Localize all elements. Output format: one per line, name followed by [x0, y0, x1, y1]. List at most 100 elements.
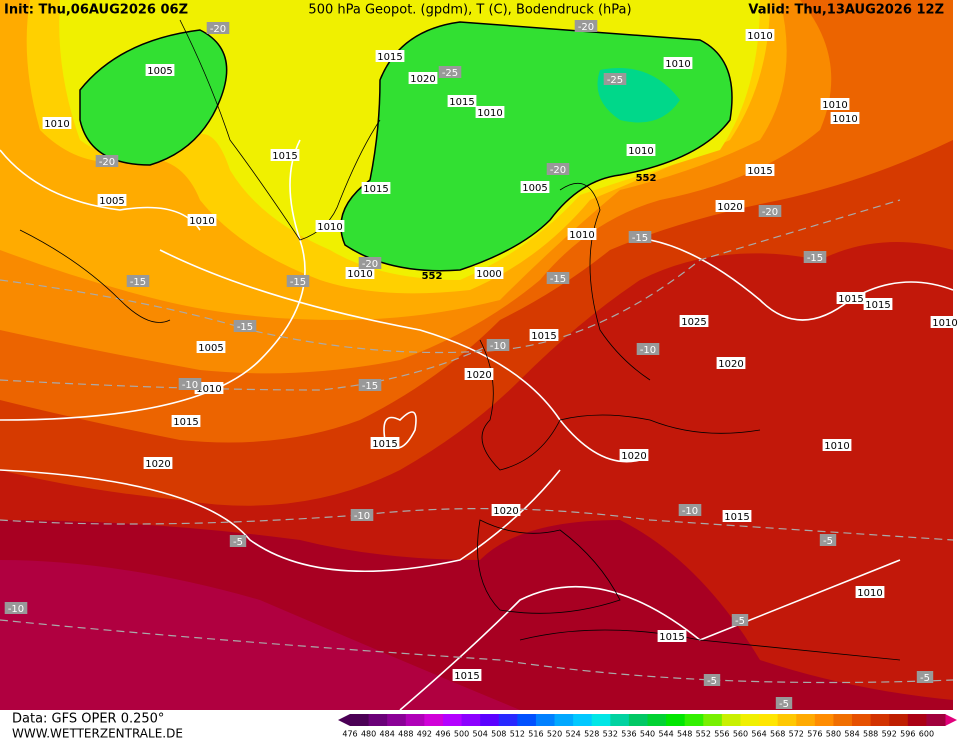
isobars	[0, 139, 954, 711]
temperature-label: -10	[354, 511, 370, 522]
pressure-label-bg	[830, 112, 860, 124]
temperature-label: -10	[640, 345, 656, 356]
pressure-label-bg	[567, 228, 597, 240]
temperature-label: -5	[233, 537, 243, 548]
pressure-label: 1015	[659, 632, 684, 643]
pressure-label-bg	[863, 298, 893, 310]
pressure-label: 1015	[724, 512, 749, 523]
temperature-label: -10	[682, 506, 698, 517]
temperature-label: -5	[823, 536, 833, 547]
pressure-label-bg	[520, 181, 550, 193]
temperature-label-bg	[95, 155, 119, 167]
colorbar-label: 596	[900, 730, 915, 739]
pressure-label: 1010	[822, 100, 847, 111]
pressure-label-bg	[196, 341, 226, 353]
pressure-label: 1020	[621, 451, 646, 462]
pressure-label-bg	[143, 457, 173, 469]
pressure-label-bg	[171, 415, 201, 427]
pressure-label: 1010	[832, 114, 857, 125]
colorbar-cell	[647, 714, 667, 726]
pressure-label-bg	[370, 437, 400, 449]
data-source: Data: GFS OPER 0.250°	[12, 712, 164, 727]
pressure-label-bg	[270, 149, 300, 161]
pressure-label: 1010	[569, 230, 594, 241]
temperature-label-bg	[636, 343, 660, 355]
temperature-label: -15	[362, 381, 378, 392]
colorbar-label: 584	[844, 730, 859, 739]
colorbar-cell	[833, 714, 853, 726]
colorbar-cell	[405, 714, 425, 726]
temperature-label: -5	[779, 699, 789, 710]
temperature-label-bg	[233, 320, 257, 332]
temperature-label-bg	[206, 22, 230, 34]
pressure-label: 1010	[628, 146, 653, 157]
pressure-label: 1005	[522, 183, 547, 194]
pressure-label: 1010	[44, 119, 69, 130]
pressure-label-bg	[663, 57, 693, 69]
pressure-label-bg	[716, 357, 746, 369]
pressure-label: 1015	[272, 151, 297, 162]
pressure-label: 1010	[347, 269, 372, 280]
temperature-label-bg	[803, 251, 827, 263]
pressure-label-bg	[452, 669, 482, 681]
pressure-label: 1005	[147, 66, 172, 77]
colorbar-cell	[480, 714, 500, 726]
pressure-label-bg	[626, 144, 656, 156]
colorbar-label: 568	[770, 730, 785, 739]
pressure-label-bg	[820, 98, 850, 110]
colorbar-label: 532	[603, 730, 618, 739]
temperature-label-bg	[819, 534, 837, 546]
colorbar-cell	[852, 714, 872, 726]
pressure-label-bg	[836, 292, 866, 304]
valid-time: Valid: Thu,13AUG2026 12Z	[748, 3, 944, 18]
colorbar: 476 480 484 488 492 496 500 504 508 512 516 520 524 5…	[338, 714, 957, 739]
colorbar-cell	[777, 714, 797, 726]
colorbar-label: 500	[454, 730, 469, 739]
pressure-label: 1015	[173, 417, 198, 428]
pressure-label: 1015	[865, 300, 890, 311]
colorbar-cell	[684, 714, 704, 726]
temperature-label: -20	[550, 165, 566, 176]
pressure-label-bg	[715, 200, 745, 212]
pressure-label-bg	[657, 630, 687, 642]
pressure-label: 1015	[531, 331, 556, 342]
colorbar-cell	[498, 714, 518, 726]
colorbar-label: 516	[528, 730, 543, 739]
colorbar-cell	[870, 714, 890, 726]
pressure-label: 1015	[838, 294, 863, 305]
pressure-label-bg	[679, 315, 709, 327]
temperature-label-bg	[758, 205, 782, 217]
pressure-label: 1015	[454, 671, 479, 682]
pressure-label-bg	[619, 449, 649, 461]
temperature-label-bg	[229, 535, 247, 547]
colorbar-label: 580	[826, 730, 841, 739]
contour-labels: 1005101010051010101510151020101510101015…	[4, 20, 959, 710]
colorbar-label: 552	[696, 730, 711, 739]
temperature-label: -5	[920, 673, 930, 684]
pressure-label-bg	[42, 117, 72, 129]
temperature-label-bg	[178, 378, 202, 390]
pressure-label: 1010	[932, 318, 957, 329]
colorbar-label: 524	[565, 730, 580, 739]
temperature-label-bg	[4, 602, 28, 614]
colorbar-cell	[424, 714, 444, 726]
pressure-label-bg	[930, 316, 959, 328]
temperature-label: -10	[8, 604, 24, 615]
temperature-label: -25	[442, 68, 458, 79]
height-label: 552	[636, 173, 657, 184]
temperature-label-bg	[358, 379, 382, 391]
pressure-label: 1015	[449, 97, 474, 108]
colorbar-cell	[442, 714, 463, 726]
colorbar-label: 536	[621, 730, 636, 739]
temperature-label: -15	[807, 253, 823, 264]
temperature-label-bg	[603, 73, 627, 85]
temperature-label: -15	[237, 322, 253, 333]
pressure-label-bg	[745, 164, 775, 176]
pressure-label: 1010	[189, 216, 214, 227]
website: WWW.WETTERZENTRALE.DE	[12, 727, 183, 741]
temperature-label: -20	[210, 24, 226, 35]
colorbar-label: 504	[473, 730, 488, 739]
temperature-label: -20	[762, 207, 778, 218]
pressure-label: 1020	[410, 74, 435, 85]
colorbar-cell	[721, 714, 741, 726]
